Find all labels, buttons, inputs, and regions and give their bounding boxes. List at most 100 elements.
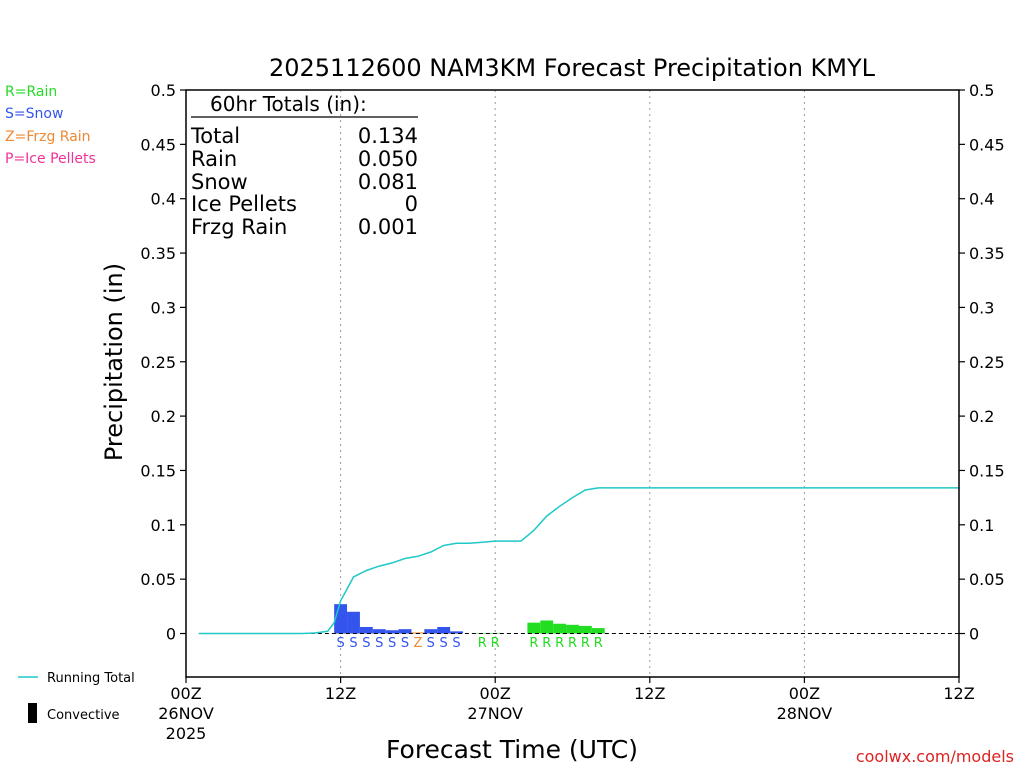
ptype-marker: S	[401, 636, 409, 651]
y-tick-label-left: 0.1	[151, 516, 176, 535]
precip-bar	[411, 632, 425, 634]
convective-legend-swatch	[28, 703, 37, 723]
ptype-marker: R	[568, 636, 577, 651]
precip-bar	[566, 624, 579, 634]
precip-bar	[553, 623, 567, 634]
totals-label-snow: Snow	[191, 170, 248, 194]
x-tick-date: 27NOV	[467, 704, 523, 723]
y-tick-label-right: 0.35	[969, 244, 1005, 263]
totals-value-total: 0.134	[358, 124, 418, 148]
x-tick-date: 28NOV	[777, 704, 833, 723]
x-tick-label: 00Z	[480, 684, 511, 703]
precip-bar	[334, 604, 348, 634]
ptype-marker: R	[542, 636, 551, 651]
running-total-line	[198, 487, 959, 635]
chart-title: 2025112600 NAM3KM Forecast Precipitation…	[269, 54, 876, 82]
y-tick-label-right: 0.05	[969, 570, 1005, 589]
totals-label-frzg-rain: Frzg Rain	[191, 215, 287, 239]
y-tick-label-right: 0	[969, 625, 979, 644]
precip-bar	[359, 626, 373, 634]
ptype-marker: S	[452, 636, 460, 651]
ptype-marker: S	[349, 636, 357, 651]
y-tick-label-right: 0.4	[969, 190, 994, 209]
ptype-marker: S	[362, 636, 370, 651]
totals-value-ice-pellets: 0	[405, 192, 418, 216]
ptype-marker: R	[529, 636, 538, 651]
legend-ice-pellets: P=Ice Pellets	[5, 151, 96, 167]
x-axis-label: Forecast Time (UTC)	[386, 735, 638, 764]
precip-bar	[372, 629, 386, 634]
precip-bar	[527, 622, 541, 634]
precip-bar	[540, 620, 554, 634]
ptype-marker: R	[594, 636, 603, 651]
x-tick-date: 26NOV	[158, 704, 214, 723]
y-tick-label-left: 0.3	[151, 298, 176, 317]
totals-header: 60hr Totals (in):	[210, 92, 367, 116]
totals-value-rain: 0.050	[358, 147, 418, 171]
ptype-marker: Z	[413, 636, 422, 651]
ptype-marker: R	[491, 636, 500, 651]
totals-label-ice-pellets: Ice Pellets	[191, 192, 297, 216]
y-ticks-right: 0 0.05 0.1 0.15 0.2 0.25 0.3 0.35 0.4 0.45 0.5	[959, 81, 1005, 644]
precip-bar	[385, 630, 399, 634]
y-ticks-left: 0 0.05 0.1 0.15 0.2 0.25 0.3 0.35 0.4 0.45 0.5	[140, 81, 186, 644]
series-legend: Running Total Convective	[18, 671, 135, 723]
x-tick-year: 2025	[166, 724, 207, 743]
y-tick-label-left: 0.45	[140, 135, 176, 154]
y-tick-label-right: 0.5	[969, 81, 994, 100]
totals-value-snow: 0.081	[358, 170, 418, 194]
y-tick-label-right: 0.2	[969, 407, 994, 426]
ptype-marker: R	[555, 636, 564, 651]
y-tick-label-right: 0.45	[969, 135, 1005, 154]
y-tick-label-right: 0.3	[969, 298, 994, 317]
plot-frame	[185, 89, 960, 678]
y-tick-label-right: 0.15	[969, 461, 1005, 480]
ptype-marker: R	[581, 636, 590, 651]
x-tick-label: 00Z	[789, 684, 820, 703]
precip-bar	[450, 631, 463, 634]
y-tick-label-left: 0.2	[151, 407, 176, 426]
ptype-marker: S	[375, 636, 383, 651]
legend-frzg-rain: Z=Frzg Rain	[5, 129, 91, 145]
x-tick-label: 12Z	[943, 684, 974, 703]
ptype-marker: S	[388, 636, 396, 651]
y-tick-label-left: 0.35	[140, 244, 176, 263]
ptype-marker: S	[440, 636, 448, 651]
y-axis-label: Precipitation (in)	[100, 263, 128, 461]
footer-credit: coolwx.com/models	[856, 747, 1014, 766]
precip-bar	[398, 629, 412, 634]
precip-bar	[424, 629, 438, 634]
running-total-legend-label: Running Total	[47, 671, 135, 686]
y-tick-label-left: 0.15	[140, 461, 176, 480]
legend-snow: S=Snow	[5, 106, 63, 122]
precip-bars	[334, 604, 605, 634]
ptype-marker: R	[478, 636, 487, 651]
precip-bar	[591, 628, 605, 634]
totals-label-total: Total	[190, 124, 240, 148]
gridlines	[340, 90, 805, 677]
y-tick-label-right: 0.1	[969, 516, 994, 535]
y-tick-label-left: 0	[166, 625, 176, 644]
precip-bar	[347, 611, 360, 634]
x-tick-label: 12Z	[634, 684, 665, 703]
y-tick-label-left: 0.05	[140, 570, 176, 589]
totals-box: 60hr Totals (in): Total 0.134 Rain 0.050…	[190, 92, 418, 239]
totals-label-rain: Rain	[191, 147, 237, 171]
legend-rain: R=Rain	[5, 84, 57, 100]
x-tick-label: 00Z	[170, 684, 201, 703]
convective-legend-label: Convective	[47, 708, 120, 723]
y-tick-label-left: 0.4	[151, 190, 176, 209]
precip-bar	[578, 625, 592, 634]
ptype-marker: S	[336, 636, 344, 651]
ptype-legend: R=Rain S=Snow Z=Frzg Rain P=Ice Pellets	[5, 84, 96, 167]
ptype-marker: S	[427, 636, 435, 651]
totals-value-frzg-rain: 0.001	[358, 215, 418, 239]
y-tick-label-right: 0.25	[969, 353, 1005, 372]
precip-bar	[437, 626, 451, 634]
y-tick-label-left: 0.5	[151, 81, 176, 100]
x-tick-label: 12Z	[325, 684, 356, 703]
y-tick-label-left: 0.25	[140, 353, 176, 372]
